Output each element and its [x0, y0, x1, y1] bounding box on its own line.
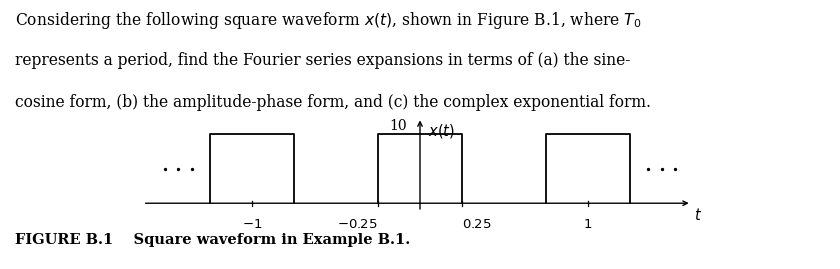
Text: $t$: $t$ [695, 207, 702, 223]
Text: 10: 10 [389, 119, 407, 133]
Text: cosine form, (b) the amplitude-phase form, and (c) the complex exponential form.: cosine form, (b) the amplitude-phase for… [15, 94, 651, 111]
Text: $-1$: $-1$ [242, 218, 262, 231]
Text: $1$: $1$ [583, 218, 593, 231]
Text: represents a period, find the Fourier series expansions in terms of (a) the sine: represents a period, find the Fourier se… [15, 52, 631, 69]
Text: $-0.25$: $-0.25$ [337, 218, 378, 231]
Text: FIGURE B.1: FIGURE B.1 [15, 233, 113, 247]
Text: Square waveform in Example B.1.: Square waveform in Example B.1. [113, 233, 411, 247]
Text: $x(t)$: $x(t)$ [428, 122, 455, 140]
Text: Considering the following square waveform $x(t)$, shown in Figure B.1, where $T_: Considering the following square wavefor… [15, 10, 642, 31]
Text: $0.25$: $0.25$ [462, 218, 491, 231]
